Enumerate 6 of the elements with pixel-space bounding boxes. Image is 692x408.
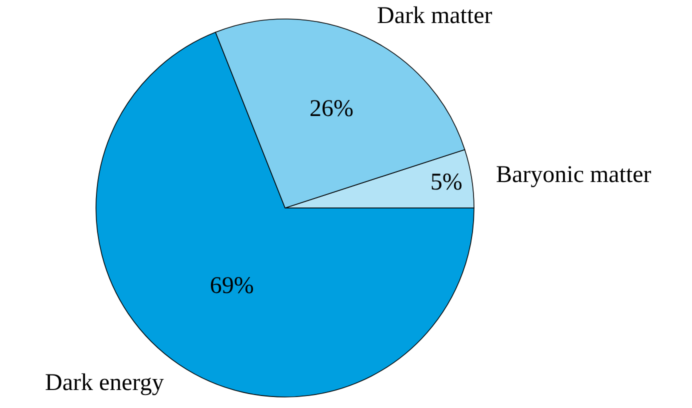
data-label: 69% — [210, 273, 254, 300]
data-label: 5% — [430, 169, 462, 196]
slice-label: Dark matter — [377, 3, 492, 29]
slice-label: Dark energy — [45, 370, 164, 396]
data-label: 26% — [310, 96, 354, 122]
slice-label: Baryonic matter — [496, 162, 652, 188]
